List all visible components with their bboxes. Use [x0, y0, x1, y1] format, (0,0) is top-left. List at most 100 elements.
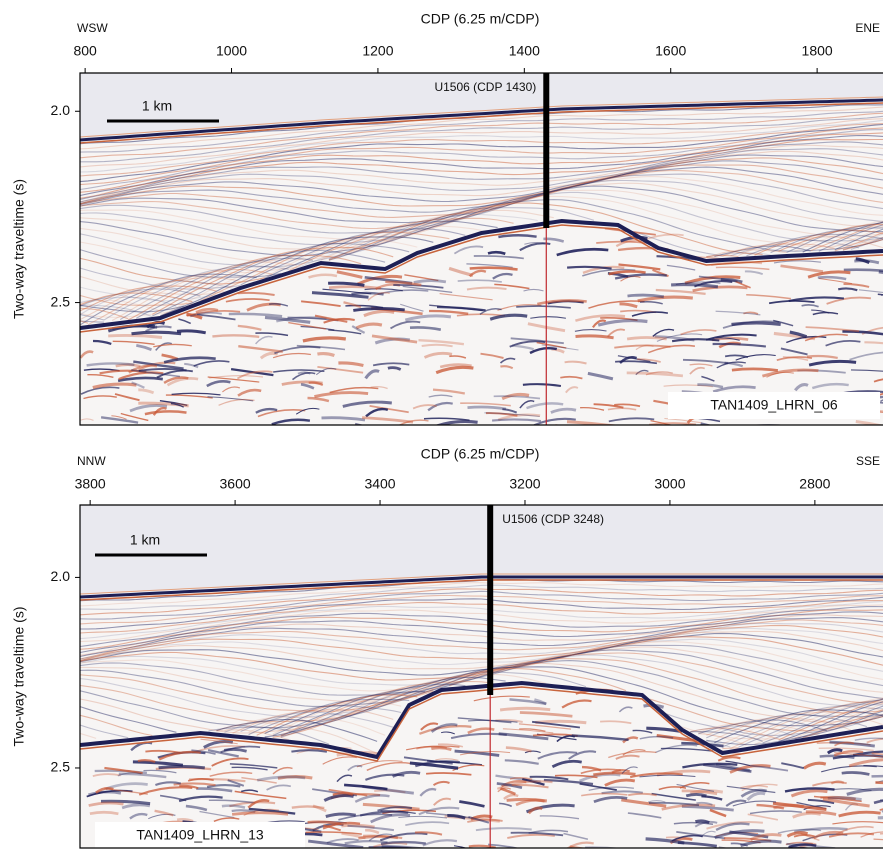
reflector	[87, 243, 835, 326]
seismic-image	[80, 73, 883, 425]
basement-reflector	[819, 754, 855, 760]
reflector	[272, 683, 883, 740]
basement-reflector	[551, 759, 582, 769]
basement-reflector	[655, 288, 706, 296]
reflector	[80, 638, 883, 686]
reflector	[216, 709, 883, 744]
basement-reflector	[519, 728, 546, 732]
basement-reflector	[627, 812, 662, 819]
basement-reflector	[88, 801, 124, 807]
basement-reflector	[248, 807, 296, 815]
basement-reflector	[326, 838, 359, 844]
basement-reflector	[236, 370, 273, 380]
basement-reflector	[115, 363, 141, 368]
basement-reflector	[794, 826, 848, 834]
basement-reflector	[604, 778, 636, 787]
basement-reflector	[231, 811, 289, 816]
basement-reflector	[492, 272, 513, 280]
reflector	[80, 132, 883, 193]
basement-reflector	[654, 335, 695, 342]
basement-reflector	[112, 340, 155, 345]
basement-reflector	[628, 792, 657, 797]
y-tick-label: 2.5	[51, 293, 71, 309]
reflector	[224, 705, 883, 745]
basement-reflector	[314, 314, 348, 323]
basement-reflector	[207, 396, 254, 402]
basement-reflector	[681, 741, 724, 748]
basement-reflector	[588, 300, 645, 309]
basement-reflector	[238, 345, 283, 353]
basement-reflector	[336, 270, 363, 279]
reflector	[690, 725, 795, 737]
basement-reflector	[296, 746, 352, 754]
reflector	[80, 649, 883, 707]
basement-reflector	[323, 793, 354, 802]
basement-reflector	[207, 376, 260, 383]
reflector	[80, 644, 883, 696]
basement-reflector	[256, 775, 306, 782]
basement-reflector	[818, 747, 874, 752]
sediment-fill	[80, 100, 883, 425]
basement-reflector	[468, 844, 496, 848]
x-axis-title: CDP (6.25 m/CDP)	[421, 11, 540, 27]
basement-reflector	[676, 783, 715, 792]
y-tick-label: 2.0	[51, 568, 71, 584]
basement-reflector	[725, 799, 747, 807]
basement-reflector	[308, 381, 324, 387]
basement-reflector	[370, 385, 388, 390]
basement-reflector	[516, 305, 571, 309]
basement-reflector	[364, 288, 403, 292]
basement-reflector	[740, 784, 768, 789]
basement-reflector	[827, 796, 862, 801]
basement-reflector	[366, 761, 411, 771]
basement-reflector	[608, 750, 657, 759]
reflector	[135, 227, 883, 319]
basement-reflector	[841, 771, 870, 776]
basement-reflector	[529, 346, 558, 355]
basement-reflector	[731, 367, 779, 372]
basement-reflector	[509, 777, 533, 781]
basement-reflector	[92, 339, 112, 345]
reflector	[103, 239, 860, 321]
y-axis-title: Two-way traveltime (s)	[11, 179, 27, 319]
basement-reflector	[377, 806, 413, 812]
basement-reflector	[622, 736, 639, 744]
basement-reflector	[805, 847, 809, 848]
basement-reflector	[432, 388, 466, 395]
reflector	[80, 307, 129, 320]
basement-reflector	[269, 303, 289, 307]
basement-reflector	[368, 833, 393, 842]
basement-reflector	[419, 787, 437, 797]
basement-reflector	[132, 760, 184, 767]
x-tick-label: 1200	[362, 43, 393, 59]
reflector	[80, 630, 883, 670]
basement-reflector	[152, 406, 167, 416]
basement-reflector	[317, 351, 335, 358]
reflector	[264, 691, 883, 743]
basement-reflector	[500, 365, 514, 370]
basement-reflector	[433, 797, 452, 806]
basement-reflector	[220, 745, 261, 754]
basement-reflector	[773, 260, 821, 264]
well-label: U1506 (CDP 1430)	[434, 80, 536, 94]
basement-reflector	[564, 360, 587, 365]
basement-reflector	[163, 356, 216, 364]
basement-reflector	[523, 288, 544, 292]
basement-reflector	[717, 756, 741, 762]
line-name: TAN1409_LHRN_06	[710, 397, 838, 413]
reflector	[80, 225, 883, 318]
basement-reflector	[370, 813, 411, 824]
basement-reflector	[358, 835, 399, 840]
reflector	[272, 687, 883, 739]
basement-reflector	[493, 395, 541, 400]
basement-reflector	[756, 803, 785, 810]
basement-reflector	[614, 403, 641, 408]
reflector	[80, 127, 883, 186]
basement-reflector	[543, 237, 565, 243]
basement-reflector	[812, 781, 847, 787]
basement-reflector	[529, 775, 569, 781]
basement-reflector	[191, 749, 216, 755]
basement-reflector	[87, 373, 114, 378]
basement-reflector	[430, 723, 458, 733]
basement-reflector	[772, 801, 827, 811]
